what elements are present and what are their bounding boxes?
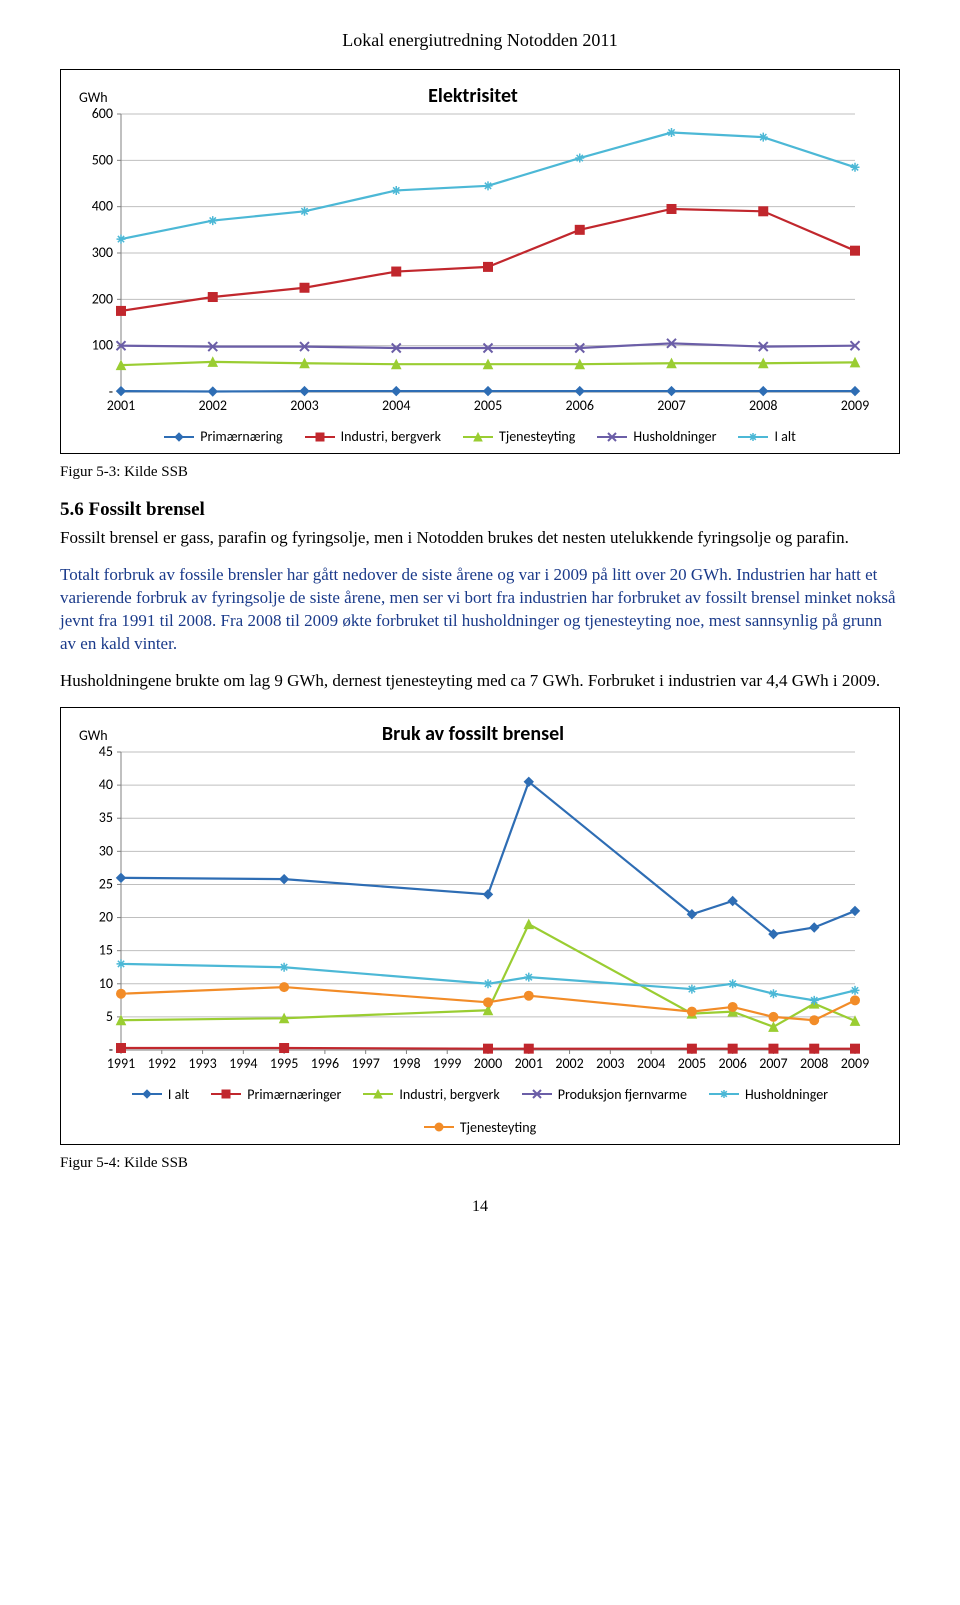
svg-text:2002: 2002 [199, 397, 227, 414]
svg-text:500: 500 [92, 151, 113, 168]
legend-label: I alt [168, 1086, 189, 1103]
svg-text:2001: 2001 [515, 1055, 543, 1072]
svg-text:Elektrisitet: Elektrisitet [428, 84, 518, 108]
svg-text:2004: 2004 [382, 397, 410, 414]
svg-text:20: 20 [99, 908, 113, 925]
svg-text:100: 100 [92, 337, 113, 354]
legend-label: Industri, bergverk [341, 428, 441, 445]
legend-item: Primærnæring [164, 428, 282, 445]
legend-label: Husholdninger [745, 1086, 828, 1103]
section-heading-fossilt: 5.6 Fossilt brensel [60, 499, 900, 521]
svg-text:2007: 2007 [759, 1055, 787, 1072]
legend-label: Husholdninger [633, 428, 716, 445]
svg-text:2001: 2001 [107, 397, 135, 414]
svg-text:2003: 2003 [290, 397, 318, 414]
svg-text:2003: 2003 [596, 1055, 624, 1072]
chart-legend: Primærnæring Industri, bergverk Tjenesteyt… [73, 420, 887, 447]
legend-label: Industri, bergverk [399, 1086, 499, 1103]
svg-text:2006: 2006 [718, 1055, 746, 1072]
legend-label: Tjenesteyting [460, 1119, 536, 1136]
chart-legend: I alt Primærnæringer Industri, bergverk Pro… [73, 1078, 887, 1138]
svg-text:1993: 1993 [188, 1055, 216, 1072]
para-forbruk-overview: Totalt forbruk av fossile brensler har g… [60, 564, 900, 656]
svg-text:2002: 2002 [555, 1055, 583, 1072]
svg-text:35: 35 [99, 809, 113, 826]
legend-label: I alt [774, 428, 795, 445]
legend-item: Produksjon fjernvarme [522, 1086, 687, 1103]
legend-item: Primærnæringer [211, 1086, 341, 1103]
legend-item: I alt [738, 428, 795, 445]
svg-text:45: 45 [99, 743, 113, 760]
svg-text:GWh: GWh [79, 727, 108, 744]
figure-caption-5-4: Figur 5-4: Kilde SSB [60, 1155, 900, 1172]
svg-text:2006: 2006 [566, 397, 594, 414]
svg-text:600: 600 [92, 105, 113, 122]
svg-text:40: 40 [99, 776, 113, 793]
svg-text:1995: 1995 [270, 1055, 298, 1072]
svg-text:GWh: GWh [79, 89, 108, 106]
legend-item: Tjenesteyting [463, 428, 575, 445]
svg-text:1999: 1999 [433, 1055, 461, 1072]
svg-text:2008: 2008 [749, 397, 777, 414]
legend-label: Primærnæring [200, 428, 282, 445]
svg-text:1997: 1997 [351, 1055, 379, 1072]
svg-text:200: 200 [92, 290, 113, 307]
svg-text:2004: 2004 [637, 1055, 665, 1072]
svg-text:1996: 1996 [311, 1055, 339, 1072]
svg-text:25: 25 [99, 875, 113, 892]
page-number: 14 [60, 1198, 900, 1216]
svg-text:Bruk av fossilt brensel: Bruk av fossilt brensel [382, 722, 564, 746]
svg-text:1992: 1992 [148, 1055, 176, 1072]
legend-item: Industri, bergverk [305, 428, 441, 445]
svg-text:2008: 2008 [800, 1055, 828, 1072]
para-forbruk-detail: Husholdningene brukte om lag 9 GWh, dern… [60, 670, 900, 693]
svg-text:400: 400 [92, 198, 113, 215]
legend-item: Industri, bergverk [363, 1086, 499, 1103]
figure-caption-5-3: Figur 5-3: Kilde SSB [60, 464, 900, 481]
svg-text:2009: 2009 [841, 397, 869, 414]
legend-label: Tjenesteyting [499, 428, 575, 445]
legend-item: Husholdninger [709, 1086, 828, 1103]
chart-fossilt-brensel: Bruk av fossilt brenselGWh-5101520253035… [60, 707, 900, 1145]
svg-text:2009: 2009 [841, 1055, 869, 1072]
legend-item: Husholdninger [597, 428, 716, 445]
legend-label: Produksjon fjernvarme [558, 1086, 687, 1103]
svg-text:2005: 2005 [474, 397, 502, 414]
para-intro-fossilt: Fossilt brensel er gass, parafin og fyri… [60, 527, 900, 550]
doc-header: Lokal energiutredning Notodden 2011 [60, 30, 900, 51]
svg-text:2000: 2000 [474, 1055, 502, 1072]
svg-text:1998: 1998 [392, 1055, 420, 1072]
legend-item: I alt [132, 1086, 189, 1103]
legend-label: Primærnæringer [247, 1086, 341, 1103]
svg-text:2007: 2007 [657, 397, 685, 414]
svg-text:30: 30 [99, 842, 113, 859]
svg-text:15: 15 [99, 941, 113, 958]
svg-text:1991: 1991 [107, 1055, 135, 1072]
chart-elektrisitet: ElektrisitetGWh-100200300400500600200120… [60, 69, 900, 454]
svg-text:300: 300 [92, 244, 113, 261]
legend-item: Tjenesteyting [424, 1119, 536, 1136]
svg-text:5: 5 [106, 1008, 113, 1025]
svg-text:2005: 2005 [678, 1055, 706, 1072]
svg-text:10: 10 [99, 974, 113, 991]
svg-text:1994: 1994 [229, 1055, 257, 1072]
